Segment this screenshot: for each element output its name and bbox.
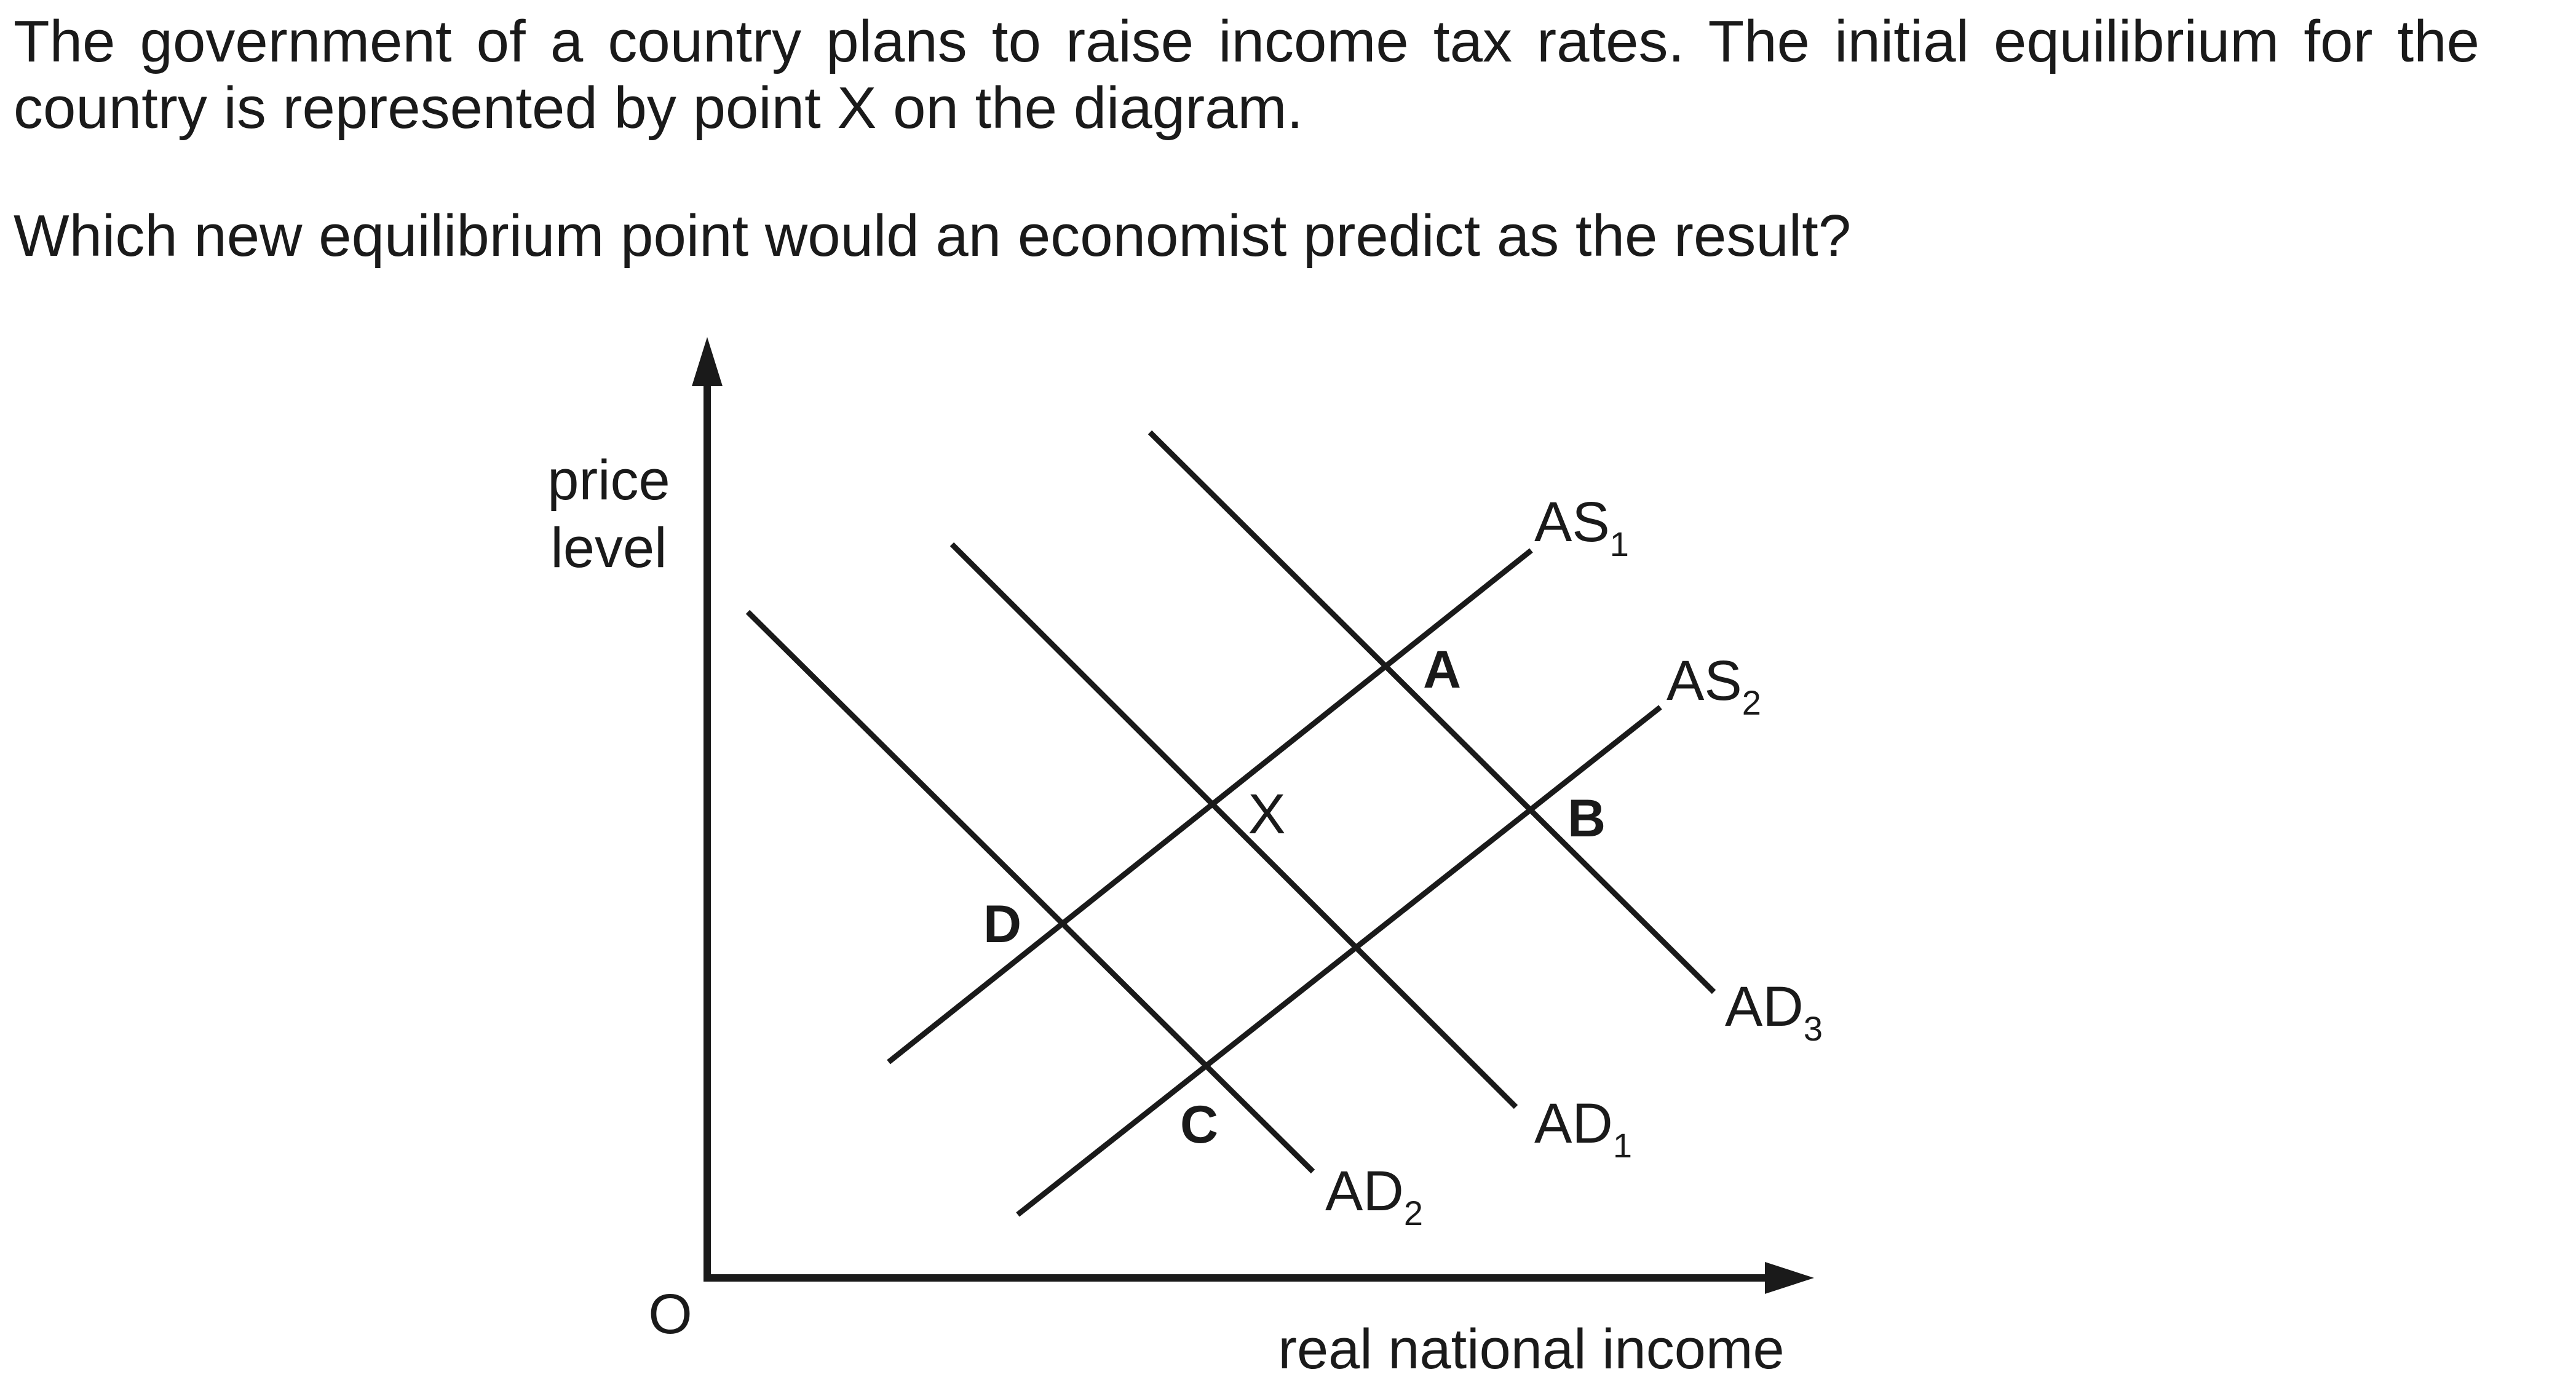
ad1-label: AD1	[1534, 1092, 1632, 1165]
point-b-label: B	[1567, 789, 1606, 848]
as1-curve	[887, 548, 1533, 1065]
point-a-label: A	[1423, 640, 1461, 699]
y-axis-label-line2: level	[550, 517, 667, 579]
point-x-label: X	[1248, 783, 1285, 846]
as2-label: AS2	[1666, 649, 1761, 722]
question-text: The government of a country plans to rai…	[14, 9, 2479, 141]
y-axis-arrow-icon	[692, 337, 723, 386]
origin-label: O	[648, 1283, 692, 1346]
ad1-curve	[949, 542, 1518, 1109]
x-axis-label: real national income	[1278, 1318, 1784, 1381]
ad2-label: AD2	[1325, 1160, 1423, 1232]
point-c-label: C	[1180, 1095, 1218, 1154]
ad3-label: AD3	[1725, 975, 1823, 1048]
ad3-curve	[1147, 430, 1716, 994]
x-axis-arrow-icon	[1765, 1262, 1814, 1294]
as2-curve	[1016, 705, 1662, 1217]
question-prompt: Which new equilibrium point would an eco…	[14, 203, 1852, 269]
point-d-label: D	[983, 895, 1021, 954]
as1-label: AS1	[1534, 491, 1629, 563]
y-axis-label-line1: price	[547, 449, 670, 512]
ad2-curve	[745, 609, 1315, 1174]
